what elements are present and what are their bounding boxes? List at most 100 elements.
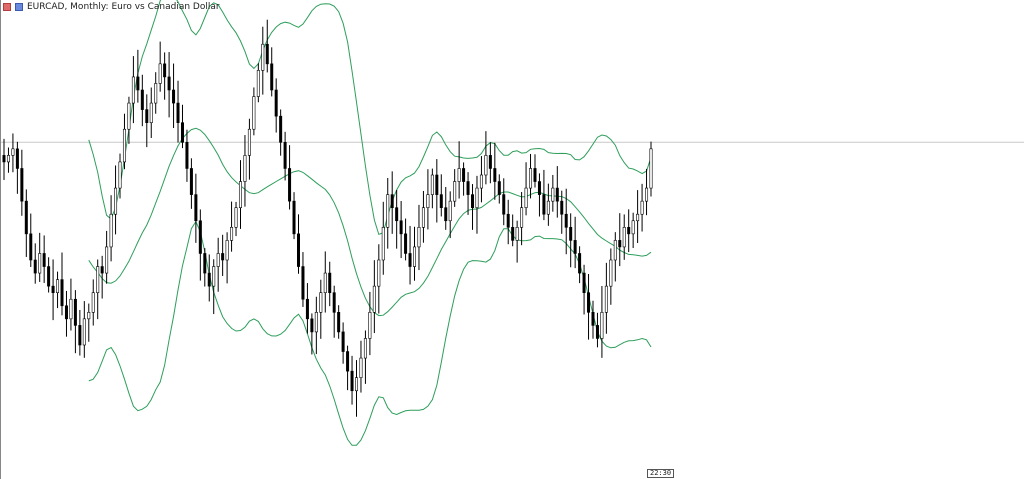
- candle: [301, 252, 305, 307]
- candle-body: [296, 233, 300, 267]
- symbol-title: EURCAD, Monthly: Euro vs Canadian Dollar: [27, 2, 220, 12]
- candle-body: [332, 292, 336, 313]
- candle-body: [645, 187, 649, 202]
- candle-body: [140, 89, 144, 110]
- candle: [73, 290, 77, 354]
- candle-body: [216, 253, 220, 267]
- candle-body: [122, 128, 126, 163]
- candle-body: [163, 63, 167, 78]
- candle-body: [314, 312, 318, 333]
- candle: [20, 149, 24, 216]
- candle-body: [524, 187, 528, 208]
- candle-body: [569, 227, 573, 241]
- candle-body: [185, 142, 189, 169]
- candle: [118, 153, 122, 199]
- candle-body: [172, 89, 176, 104]
- candle: [136, 49, 140, 103]
- candle: [2, 138, 6, 180]
- candle: [56, 271, 60, 309]
- candle: [560, 190, 564, 234]
- candle: [288, 145, 292, 210]
- candle-body: [33, 259, 37, 274]
- candle-body: [288, 168, 292, 202]
- candle: [622, 214, 626, 260]
- candle-body: [578, 253, 582, 274]
- candle-body: [60, 279, 64, 307]
- candle-body: [359, 357, 363, 378]
- candle: [341, 322, 345, 364]
- candle: [154, 72, 158, 114]
- candle-body: [497, 181, 501, 195]
- candle: [51, 259, 55, 321]
- candle: [176, 80, 180, 143]
- candle-body: [372, 285, 376, 313]
- candle: [283, 131, 287, 181]
- candle-body: [243, 155, 247, 182]
- candle-body: [47, 266, 51, 287]
- candle-body: [154, 83, 158, 104]
- candle: [569, 213, 573, 268]
- candle-body: [149, 102, 153, 123]
- candle-body: [279, 115, 283, 143]
- candle-body: [265, 43, 269, 65]
- candle-body: [426, 194, 430, 208]
- candle: [546, 183, 550, 226]
- candle: [256, 63, 260, 103]
- candle-body: [301, 266, 305, 300]
- candle: [243, 135, 247, 207]
- candle-body: [69, 298, 73, 320]
- candle: [564, 188, 568, 255]
- candle: [310, 313, 314, 355]
- candle-body: [413, 246, 417, 267]
- candle: [47, 257, 51, 293]
- candle-body: [118, 161, 122, 189]
- candle: [29, 213, 33, 267]
- candle-body: [430, 174, 434, 195]
- candle: [573, 216, 577, 269]
- candle-body: [247, 128, 251, 156]
- candle: [238, 160, 242, 229]
- candle-body: [587, 292, 591, 313]
- flag-red-icon: [3, 3, 11, 11]
- candle-body: [283, 142, 287, 169]
- candle: [520, 192, 524, 246]
- candle-body: [256, 70, 260, 97]
- candle: [252, 87, 256, 136]
- candle: [399, 201, 403, 259]
- candle: [542, 169, 546, 221]
- candle-body: [622, 227, 626, 248]
- candle-body: [515, 227, 519, 241]
- candle-body: [595, 325, 599, 339]
- candle-body: [337, 312, 341, 333]
- candle: [225, 232, 229, 284]
- candle-body: [105, 246, 109, 274]
- candle-body: [533, 168, 537, 182]
- candle-body: [537, 181, 541, 195]
- candle: [355, 360, 359, 417]
- candle: [42, 235, 46, 283]
- candle: [404, 218, 408, 261]
- candle-body: [87, 312, 91, 320]
- candle: [140, 74, 144, 127]
- candle: [234, 201, 238, 237]
- candle: [221, 234, 225, 276]
- candle-body: [203, 253, 207, 274]
- candle-body: [51, 285, 55, 293]
- candle: [15, 141, 19, 194]
- candle: [417, 204, 421, 271]
- candle: [390, 171, 394, 234]
- candle-body: [100, 266, 104, 274]
- candle: [172, 63, 176, 128]
- candle: [6, 147, 10, 173]
- candle-body: [56, 279, 60, 293]
- candle-body: [341, 331, 345, 352]
- candle-body: [421, 207, 425, 228]
- candle: [439, 174, 443, 217]
- candle-body: [555, 187, 559, 202]
- candle-body: [145, 109, 149, 123]
- candle: [265, 19, 269, 73]
- candle-body: [198, 220, 202, 254]
- candle: [279, 109, 283, 156]
